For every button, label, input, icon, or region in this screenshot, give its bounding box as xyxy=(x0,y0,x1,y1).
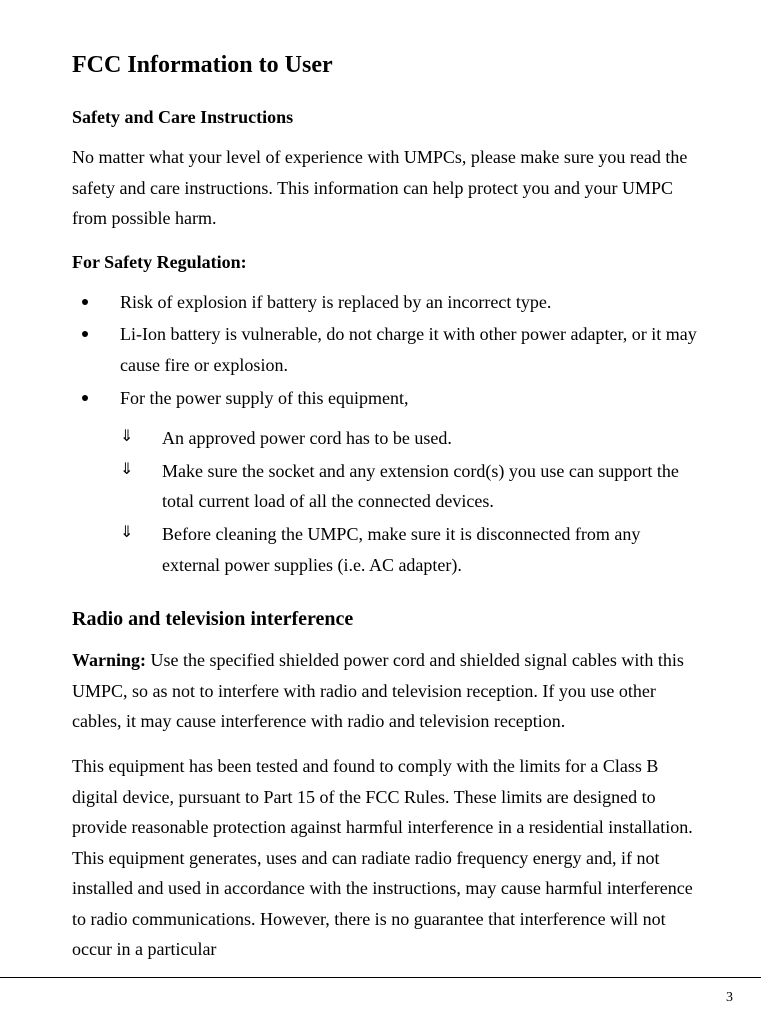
page-title: FCC Information to User xyxy=(72,52,701,79)
section-heading-radio: Radio and television interference xyxy=(72,608,701,631)
list-item: Before cleaning the UMPC, make sure it i… xyxy=(72,519,701,580)
list-item: Risk of explosion if battery is replaced… xyxy=(72,287,701,318)
footer-rule xyxy=(0,977,761,978)
page-number: 3 xyxy=(726,990,733,1006)
section-heading-regulation: For Safety Regulation: xyxy=(72,252,701,273)
compliance-paragraph: This equipment has been tested and found… xyxy=(72,751,701,965)
warning-label: Warning: xyxy=(72,650,146,670)
list-item: Li-Ion battery is vulnerable, do not cha… xyxy=(72,319,701,380)
list-item: An approved power cord has to be used. xyxy=(72,423,701,454)
list-item: Make sure the socket and any extension c… xyxy=(72,456,701,517)
list-item: For the power supply of this equipment, xyxy=(72,383,701,414)
warning-text: Use the specified shielded power cord an… xyxy=(72,650,684,731)
warning-paragraph: Warning: Use the specified shielded powe… xyxy=(72,645,701,737)
regulation-bullet-list: Risk of explosion if battery is replaced… xyxy=(72,287,701,413)
section-heading-safety: Safety and Care Instructions xyxy=(72,107,701,128)
safety-paragraph: No matter what your level of experience … xyxy=(72,142,701,234)
regulation-arrow-list: An approved power cord has to be used. M… xyxy=(72,423,701,580)
